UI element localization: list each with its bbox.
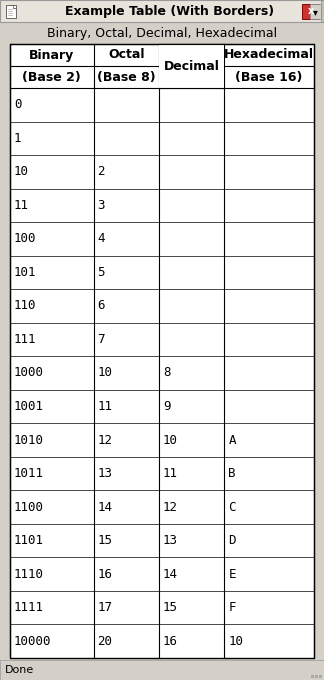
- Text: 9: 9: [163, 400, 170, 413]
- Text: 12: 12: [163, 500, 178, 513]
- Bar: [311, 675, 314, 678]
- Text: Decimal: Decimal: [164, 60, 220, 73]
- Text: x: x: [307, 7, 314, 16]
- Text: 16: 16: [163, 634, 178, 648]
- Text: 1001: 1001: [14, 400, 44, 413]
- Text: 100: 100: [14, 233, 37, 245]
- Text: 20: 20: [98, 634, 113, 648]
- Text: F: F: [228, 601, 236, 614]
- Text: 6: 6: [98, 299, 105, 312]
- Text: ▾: ▾: [313, 7, 318, 17]
- Text: 1: 1: [14, 132, 21, 145]
- Text: 1110: 1110: [14, 568, 44, 581]
- Text: 10: 10: [14, 165, 29, 178]
- Text: (Base 16): (Base 16): [236, 71, 303, 84]
- Bar: [302, 4, 319, 19]
- Text: 10000: 10000: [14, 634, 52, 648]
- Text: 0: 0: [14, 99, 21, 112]
- Bar: [310, 4, 321, 19]
- Bar: [321, 0, 324, 22]
- Text: 1000: 1000: [14, 367, 44, 379]
- Text: Binary, Octal, Decimal, Hexadecimal: Binary, Octal, Decimal, Hexadecimal: [47, 27, 277, 39]
- Text: 101: 101: [14, 266, 37, 279]
- Text: 14: 14: [163, 568, 178, 581]
- Text: 1111: 1111: [14, 601, 44, 614]
- Text: Octal: Octal: [108, 48, 145, 61]
- Bar: [0, 0, 324, 22]
- Text: 10: 10: [228, 634, 243, 648]
- Text: 3: 3: [98, 199, 105, 212]
- Text: 1010: 1010: [14, 434, 44, 447]
- Text: 15: 15: [163, 601, 178, 614]
- Text: 10: 10: [98, 367, 113, 379]
- Text: Done: Done: [5, 665, 34, 675]
- Text: 1011: 1011: [14, 467, 44, 480]
- Bar: [0, 660, 324, 680]
- Text: 2: 2: [98, 165, 105, 178]
- Text: 11: 11: [163, 467, 178, 480]
- Text: Hexadecimal: Hexadecimal: [224, 48, 314, 61]
- Text: E: E: [228, 568, 236, 581]
- Text: 12: 12: [98, 434, 113, 447]
- Bar: [159, 44, 224, 88]
- Text: Binary: Binary: [29, 48, 75, 61]
- Text: 11: 11: [98, 400, 113, 413]
- Text: 10: 10: [163, 434, 178, 447]
- Text: 16: 16: [98, 568, 113, 581]
- Text: 14: 14: [98, 500, 113, 513]
- Text: B: B: [228, 467, 236, 480]
- Text: 17: 17: [98, 601, 113, 614]
- Bar: [315, 675, 318, 678]
- Text: 13: 13: [163, 534, 178, 547]
- Text: C: C: [228, 500, 236, 513]
- Text: D: D: [228, 534, 236, 547]
- Bar: [6, 5, 16, 18]
- Text: 1101: 1101: [14, 534, 44, 547]
- Text: 5: 5: [98, 266, 105, 279]
- Text: 1100: 1100: [14, 500, 44, 513]
- Text: 111: 111: [14, 333, 37, 346]
- Text: 7: 7: [98, 333, 105, 346]
- Text: 110: 110: [14, 299, 37, 312]
- Text: Example Table (With Borders): Example Table (With Borders): [65, 5, 274, 18]
- Text: 13: 13: [98, 467, 113, 480]
- Text: (Base 2): (Base 2): [22, 71, 81, 84]
- Text: (Base 8): (Base 8): [97, 71, 156, 84]
- Bar: [319, 675, 322, 678]
- Text: A: A: [228, 434, 236, 447]
- Text: 15: 15: [98, 534, 113, 547]
- Text: 8: 8: [163, 367, 170, 379]
- Text: 4: 4: [98, 233, 105, 245]
- Text: 11: 11: [14, 199, 29, 212]
